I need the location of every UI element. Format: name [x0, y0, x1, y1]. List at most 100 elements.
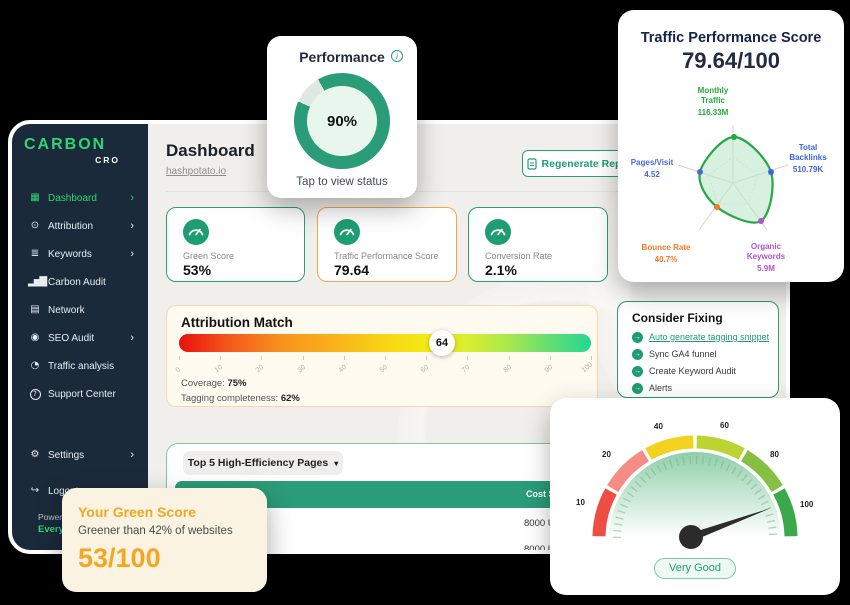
kpi-value: 79.64 [334, 262, 370, 278]
axis-tick-label: 50 [378, 363, 390, 375]
axis-tick-label: 0 [174, 366, 183, 375]
arrow-circle-icon: → [632, 366, 643, 377]
pages-dropdown[interactable]: Top 5 High-Efficiency Pages ▾ [183, 451, 343, 475]
green-score-value: 53/100 [78, 543, 161, 573]
sidebar-item-support-center[interactable]: ? Support Center [12, 385, 148, 407]
sidebar-item-network[interactable]: ▤ Network [12, 301, 148, 323]
info-icon[interactable]: i [391, 50, 403, 62]
performance-caption: Tap to view status [296, 176, 388, 188]
seo-audit-icon: ◉ [30, 332, 40, 343]
attribution-icon: ⊙ [30, 220, 40, 231]
logout-icon: ↪ [30, 485, 40, 496]
sidebar-item-carbon-audit[interactable]: ▂▅▇ Carbon Audit [12, 273, 148, 295]
axis-tick-label: 60 [419, 363, 431, 375]
sidebar-item-label: Support Center [48, 389, 116, 400]
tagging-stat: Tagging completeness: 62% [181, 393, 300, 404]
sidebar-item-label: SEO Audit [48, 333, 95, 344]
radar-point-bounce-rate [714, 204, 720, 210]
axis-tick-label: 100 [580, 361, 595, 375]
traffic-score-card: Traffic Performance Score 79.64/100 Mont… [618, 10, 844, 282]
chevron-right-icon: › [130, 332, 134, 344]
kpi-label: Traffic Performance Score [334, 251, 439, 261]
performance-card[interactable]: Performance i 90% Tap to view status [267, 36, 417, 198]
sidebar-item-seo-audit[interactable]: ◉ SEO Audit › [12, 329, 148, 351]
axis-tick-label: 10 [213, 363, 225, 375]
attribution-title: Attribution Match [181, 315, 293, 330]
green-score-subtitle: Greener than 42% of websites [78, 525, 233, 537]
arrow-circle-icon: → [632, 383, 643, 394]
sidebar-item-label: Carbon Audit [48, 277, 106, 288]
coverage-label: Coverage: [181, 378, 228, 389]
sidebar-item-label: Settings [48, 450, 85, 461]
consider-fixing-title: Consider Fixing [632, 311, 723, 325]
radar-chart [677, 125, 789, 231]
support-center-icon: ? [28, 388, 42, 400]
logo-subtitle: CRO [95, 155, 120, 165]
pages-dropdown-label: Top 5 High-Efficiency Pages [187, 457, 329, 469]
powered-by-brand: Every [38, 524, 64, 535]
chevron-right-icon: › [130, 220, 134, 232]
attribution-match-card: Attribution Match 64 0 10 20 30 40 5 [166, 305, 598, 407]
sidebar-item-label: Attribution [48, 221, 94, 232]
axis-tick-label: 40 [337, 363, 349, 375]
network-icon: ▤ [30, 304, 40, 315]
kpi-value: 53% [183, 262, 212, 278]
sidebar-item-label: Dashboard [48, 193, 97, 204]
gauge-needle [689, 508, 771, 542]
radar-point-pages-visit [697, 169, 703, 175]
sidebar: CARBON CRO ▦ Dashboard › ⊙ Attribution ›… [12, 124, 148, 550]
gauge-icon [485, 219, 511, 245]
sidebar-item-traffic-analysis[interactable]: ◔ Traffic analysis [12, 357, 148, 379]
chevron-right-icon: › [130, 192, 134, 204]
chevron-right-icon: › [130, 449, 134, 461]
traffic-score-value: 79.64/100 [682, 48, 780, 73]
axis-tick-label: 30 [296, 363, 308, 375]
sidebar-item-label: Keywords [48, 249, 92, 260]
axis-tick [591, 356, 592, 360]
gauge-tick-label: 60 [720, 421, 729, 430]
keywords-icon: ≣ [30, 248, 40, 259]
axis-tick [344, 356, 345, 360]
kpi-label: Conversion Rate [485, 251, 553, 261]
radar-label-pages-visit: Pages/Visit 4.52 [630, 158, 674, 179]
green-score-kpi-card[interactable]: Green Score 53% [166, 207, 305, 282]
sidebar-item-dashboard[interactable]: ▦ Dashboard › [12, 189, 148, 211]
gradient-slider[interactable] [179, 334, 591, 352]
axis-tick-label: 70 [460, 363, 472, 375]
powered-by-text: Powered [38, 512, 72, 522]
sidebar-item-logout[interactable]: ↪ Logout [12, 482, 148, 504]
conversion-rate-kpi-card[interactable]: Conversion Rate 2.1% [468, 207, 608, 282]
carbon-audit-icon: ▂▅▇ [28, 276, 47, 287]
green-score-card: Your Green Score Greener than 42% of web… [62, 488, 267, 592]
donut-value: 90% [326, 112, 358, 130]
sidebar-item-attribution[interactable]: ⊙ Attribution › [12, 217, 148, 239]
radar-point-organic-keywords [758, 218, 764, 224]
logo: CARBON [24, 136, 107, 153]
needle-hub [679, 525, 703, 549]
performance-title: Performance [299, 49, 385, 65]
sidebar-item-label: Logout [48, 486, 79, 497]
radar-point-monthly-traffic [731, 134, 737, 140]
arrow-circle-icon: → [632, 332, 643, 343]
gauge-chart-card: 10 20 40 60 80 100 Very Good [550, 398, 840, 595]
slider-handle[interactable]: 64 [429, 330, 455, 356]
gauge-tick-label: 80 [770, 450, 779, 459]
consider-fixing-card: Consider Fixing → Auto generate tagging … [617, 301, 779, 398]
traffic-score-kpi-card[interactable]: Traffic Performance Score 79.64 [317, 207, 457, 282]
green-score-title: Your Green Score [78, 504, 197, 520]
traffic-analysis-icon: ◔ [30, 360, 40, 371]
header-divider [166, 191, 766, 192]
kpi-value: 2.1% [485, 262, 517, 278]
axis-tick [261, 356, 262, 360]
axis-tick [467, 356, 468, 360]
sidebar-item-keywords[interactable]: ≣ Keywords › [12, 245, 148, 267]
sidebar-item-settings[interactable]: ⚙ Settings › [12, 446, 148, 468]
tagging-label: Tagging completeness: [181, 393, 281, 404]
axis-tick [550, 356, 551, 360]
fix-item-label: Create Keyword Audit [649, 366, 737, 376]
site-link[interactable]: hashpotato.io [166, 166, 227, 177]
status-badge: Very Good [654, 558, 736, 579]
axis-tick [426, 356, 427, 360]
gear-icon: ⚙ [30, 449, 40, 460]
